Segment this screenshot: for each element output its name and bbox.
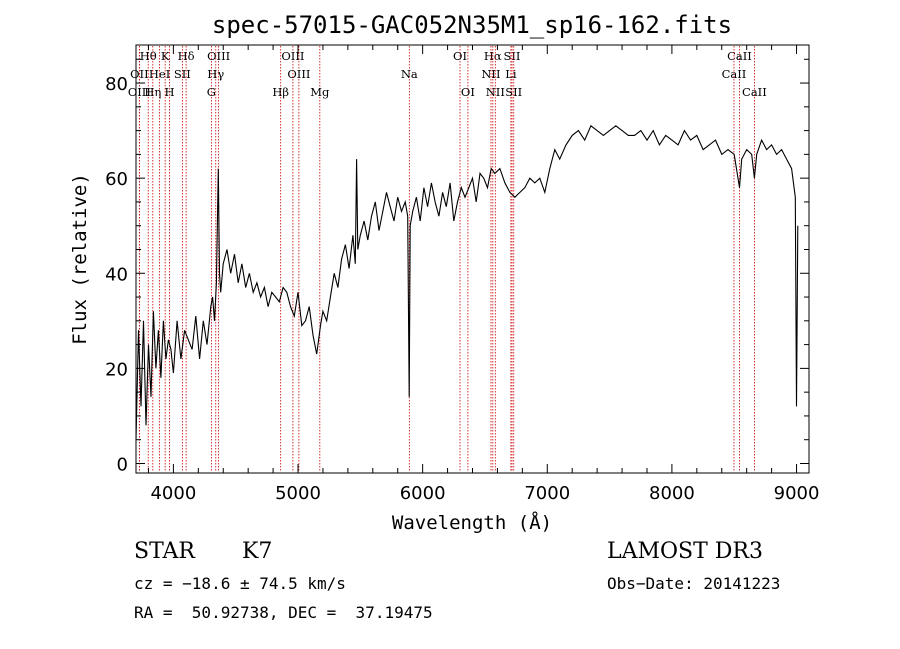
y-tick-label: 20	[105, 359, 128, 380]
spectral-line-label: Hβ	[272, 85, 289, 99]
axis-ticks: 4000 5000 6000 7000 8000 9000 0 20 40 60 80	[105, 45, 819, 504]
sky-coordinates: RA = 50.92738, DEC = 37.19475	[134, 603, 433, 622]
redshift-velocity: cz = −18.6 ± 74.5 km/s	[134, 574, 346, 593]
plot-frame	[135, 44, 810, 474]
spectral-line-label: Hγ	[207, 67, 224, 81]
x-tick-label: 6000	[400, 483, 446, 504]
y-tick-label: 0	[117, 454, 128, 475]
spectral-line-label: NII	[481, 67, 500, 81]
spectral-line-label: OIII	[281, 49, 304, 63]
spectral-line-label: OI	[453, 49, 467, 63]
survey-name: LAMOST DR3	[607, 539, 763, 564]
spectral-line-label: SII	[505, 85, 522, 99]
x-tick-label: 8000	[649, 483, 695, 504]
y-tick-label: 40	[105, 264, 128, 285]
spectral-line-label: SII	[504, 49, 521, 63]
spectral-line-label: CaII	[742, 85, 767, 99]
spectral-line-label: CaII	[722, 67, 747, 81]
spectral-line-label: Li	[505, 67, 517, 81]
observation-date: Obs−Date: 20141223	[607, 574, 781, 593]
spectral-line-label: Na	[401, 67, 418, 81]
spectral-line-label: Mg	[310, 85, 330, 99]
object-subclass: K7	[242, 539, 273, 564]
spectral-line-label: OIII	[128, 85, 151, 99]
spectral-line-label: Hθ	[140, 49, 157, 63]
spectral-line-label: NII	[486, 85, 505, 99]
spectral-line-label: OIII	[287, 67, 310, 81]
spectral-line-label: SII	[174, 67, 191, 81]
y-tick-label: 80	[105, 74, 128, 95]
spectral-line-label: HeI	[149, 67, 170, 81]
spectral-line-label: Hα	[484, 49, 502, 63]
spectral-line-label: OI	[461, 85, 475, 99]
x-tick-label: 7000	[524, 483, 570, 504]
spectrum-series	[135, 124, 799, 440]
flux-line	[135, 124, 799, 440]
y-axis-label: Flux (relative)	[69, 173, 91, 345]
object-class: STAR	[134, 539, 195, 564]
y-tick-label: 60	[105, 169, 128, 190]
spectral-line-label: Hδ	[178, 49, 195, 63]
spectral-line-label: K	[161, 49, 170, 63]
spectral-line-label: CaII	[727, 49, 752, 63]
spectral-line-label: Hη	[144, 85, 161, 99]
spectral-line-label: H	[165, 85, 175, 99]
x-tick-label: 4000	[150, 483, 196, 504]
x-axis-label: Wavelength (Å)	[392, 511, 552, 534]
x-tick-label: 9000	[774, 483, 820, 504]
chart-title: spec-57015-GAC052N35M1_sp16-162.fits	[212, 11, 732, 39]
x-tick-label: 5000	[275, 483, 321, 504]
spectral-line-label: G	[207, 85, 216, 99]
spectral-line-label: OIII	[207, 49, 230, 63]
